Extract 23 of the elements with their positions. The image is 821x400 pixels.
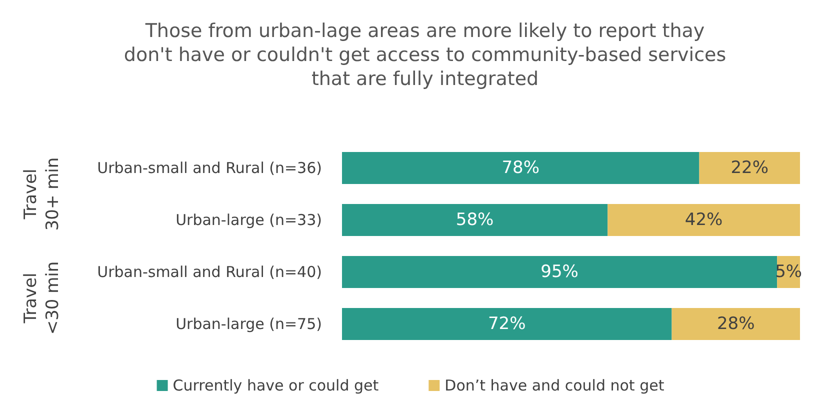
bar [672,308,800,340]
bar [608,204,800,236]
bar [342,152,700,184]
data-label: 42% [684,210,723,230]
y-tick-label: Urban-large (n=75) [176,315,322,333]
legend-label: Currently have or could get [172,376,379,394]
text: Travel 30+ min [21,157,63,231]
bar [342,256,778,288]
y-tick-label: Urban-small and Rural (n=40) [97,263,322,281]
data-label: 58% [456,210,494,230]
data-label: 22% [730,158,769,178]
legend-label: Don’t have and could not get [444,376,664,394]
chart-title: Those from urban-lage areas are more likely to report thay don't have or couldn't get access to community-based services that are fully integrated [124,20,726,90]
data-label: 28% [716,314,755,334]
y-tick-label: Urban-small and Rural (n=36) [97,159,322,177]
bar [342,204,608,236]
text: Travel <30 min [21,261,63,335]
y-tick-label: Urban-large (n=33) [176,211,322,229]
data-label: 72% [488,314,526,334]
data-label: 78% [502,158,540,178]
bar [699,152,800,184]
bar [342,308,672,340]
data-label: 95% [540,262,578,282]
